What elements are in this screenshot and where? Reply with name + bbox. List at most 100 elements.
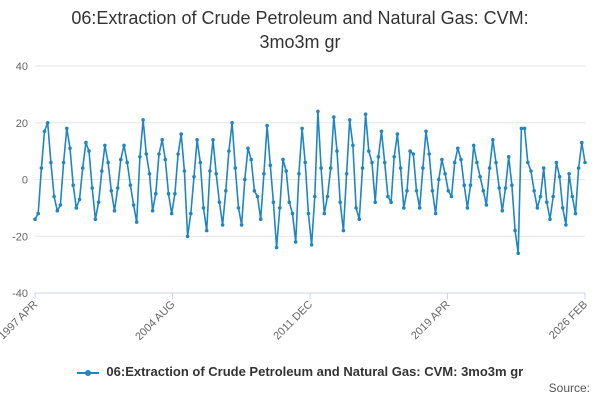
data-point[interactable] [179, 132, 183, 136]
data-point[interactable] [503, 186, 508, 190]
data-point[interactable] [382, 160, 387, 165]
data-point[interactable] [103, 143, 107, 148]
data-point[interactable] [510, 183, 514, 187]
data-point[interactable] [535, 206, 540, 210]
data-point[interactable] [115, 186, 120, 190]
data-point[interactable] [303, 160, 308, 165]
data-point[interactable] [354, 206, 358, 210]
data-point[interactable] [519, 126, 524, 131]
data-point[interactable] [319, 166, 323, 170]
data-point[interactable] [500, 208, 505, 213]
data-point[interactable] [77, 197, 82, 202]
data-point[interactable] [290, 211, 295, 216]
data-point[interactable] [335, 149, 339, 153]
data-point[interactable] [278, 206, 282, 210]
data-point[interactable] [522, 126, 527, 131]
data-point[interactable] [125, 160, 129, 165]
data-point[interactable] [421, 166, 425, 170]
data-point[interactable] [49, 160, 53, 165]
data-point[interactable] [347, 118, 352, 122]
data-point[interactable] [109, 189, 114, 193]
data-point[interactable] [481, 189, 486, 193]
data-point[interactable] [239, 223, 244, 227]
data-point[interactable] [497, 186, 502, 190]
data-point[interactable] [452, 160, 457, 165]
data-point[interactable] [491, 138, 495, 142]
data-point[interactable] [398, 166, 403, 170]
data-point[interactable] [93, 217, 98, 221]
data-point[interactable] [192, 174, 196, 179]
data-point[interactable] [144, 152, 149, 156]
data-point[interactable] [122, 143, 126, 148]
data-point[interactable] [68, 146, 72, 151]
data-point[interactable] [274, 245, 279, 250]
data-point[interactable] [576, 166, 581, 170]
data-point[interactable] [357, 217, 362, 221]
data-point[interactable] [541, 166, 546, 170]
data-point[interactable] [573, 211, 578, 216]
data-point[interactable] [344, 172, 349, 176]
data-point[interactable] [201, 206, 206, 210]
data-point[interactable] [65, 126, 69, 131]
data-point[interactable] [462, 183, 467, 187]
data-point[interactable] [189, 211, 193, 216]
data-point[interactable] [195, 138, 199, 142]
data-point[interactable] [84, 140, 88, 145]
data-point[interactable] [471, 143, 476, 148]
data-point[interactable] [157, 152, 161, 156]
data-point[interactable] [351, 143, 355, 148]
data-point[interactable] [61, 160, 66, 165]
data-point[interactable] [405, 189, 409, 193]
data-point[interactable] [271, 200, 276, 204]
data-point[interactable] [236, 206, 241, 210]
data-point[interactable] [316, 109, 320, 114]
data-point[interactable] [106, 160, 110, 165]
data-point[interactable] [220, 223, 225, 227]
data-point[interactable] [198, 160, 203, 165]
data-point[interactable] [443, 172, 447, 176]
data-point[interactable] [281, 157, 285, 162]
data-point[interactable] [446, 189, 451, 193]
data-point[interactable] [166, 191, 171, 196]
data-point[interactable] [395, 132, 400, 136]
data-point[interactable] [284, 169, 289, 173]
data-point[interactable] [268, 163, 273, 168]
data-point[interactable] [163, 157, 168, 162]
data-point[interactable] [437, 177, 441, 182]
data-point[interactable] [433, 211, 438, 216]
data-point[interactable] [262, 172, 266, 176]
data-point[interactable] [112, 208, 117, 213]
data-point[interactable] [440, 157, 444, 162]
data-point[interactable] [411, 152, 416, 156]
data-point[interactable] [208, 169, 212, 173]
data-point[interactable] [246, 146, 250, 151]
data-point[interactable] [87, 149, 91, 153]
data-point[interactable] [548, 217, 552, 221]
data-point[interactable] [287, 200, 292, 204]
data-point[interactable] [402, 206, 406, 210]
data-point[interactable] [376, 155, 381, 159]
data-point[interactable] [252, 189, 257, 193]
data-point[interactable] [258, 217, 263, 221]
data-point[interactable] [465, 206, 470, 210]
data-point[interactable] [516, 251, 520, 256]
data-point[interactable] [560, 206, 565, 210]
data-point[interactable] [513, 228, 517, 233]
data-point[interactable] [217, 200, 222, 204]
data-point[interactable] [119, 157, 123, 162]
data-point[interactable] [322, 211, 327, 216]
data-point[interactable] [580, 140, 584, 145]
data-point[interactable] [100, 169, 104, 173]
data-point[interactable] [141, 118, 145, 122]
data-point[interactable] [427, 152, 432, 156]
data-point[interactable] [564, 223, 568, 227]
data-point[interactable] [134, 220, 139, 224]
data-point[interactable] [567, 172, 571, 176]
data-point[interactable] [554, 160, 559, 165]
data-point[interactable] [138, 155, 142, 159]
data-point[interactable] [154, 191, 158, 196]
data-point[interactable] [45, 121, 50, 125]
data-point[interactable] [551, 194, 555, 199]
data-point[interactable] [211, 138, 215, 142]
data-point[interactable] [36, 211, 40, 216]
